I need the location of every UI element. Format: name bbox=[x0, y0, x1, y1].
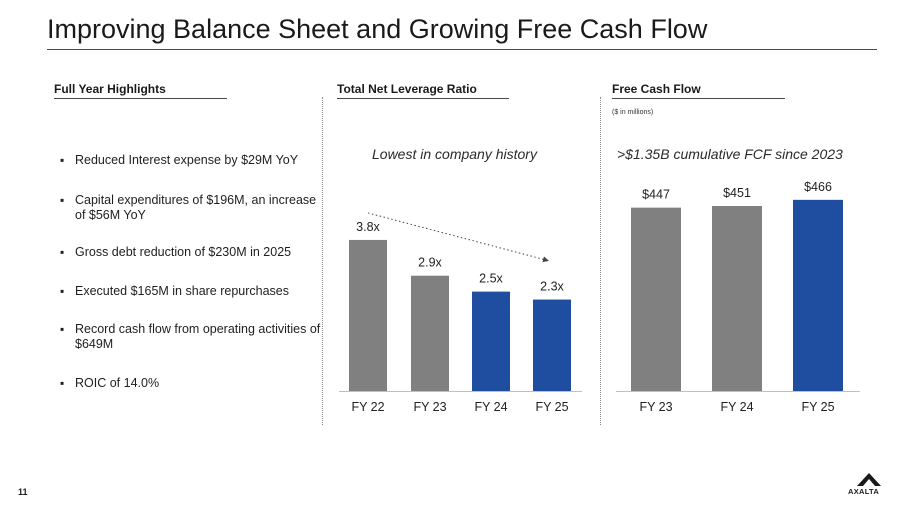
fcf-bar-fy24 bbox=[712, 205, 762, 391]
fcf-data-label: $466 bbox=[804, 180, 832, 194]
leverage-data-label: 2.3x bbox=[540, 280, 564, 294]
bullet-icon: ▪ bbox=[60, 245, 65, 259]
column-divider-right bbox=[600, 97, 601, 425]
page-number: 11 bbox=[18, 487, 28, 497]
highlight-text: ROIC of 14.0% bbox=[75, 376, 160, 390]
highlight-item: ▪ ROIC of 14.0% bbox=[60, 376, 325, 391]
fcf-caption: >$1.35B cumulative FCF since 2023 bbox=[617, 146, 843, 162]
fcf-data-label: $451 bbox=[723, 186, 751, 200]
highlights-heading-rule bbox=[54, 98, 227, 99]
highlight-text: Capital expenditures of $196M, an increa… bbox=[75, 193, 317, 222]
highlight-text: Gross debt reduction of $230M in 2025 bbox=[75, 245, 292, 259]
axalta-logo-icon bbox=[857, 473, 881, 486]
bullet-icon: ▪ bbox=[60, 284, 65, 298]
leverage-data-label: 2.9x bbox=[418, 256, 442, 270]
leverage-heading: Total Net Leverage Ratio bbox=[337, 82, 477, 96]
leverage-bar-fy25 bbox=[533, 299, 571, 391]
leverage-tick-label: FY 22 bbox=[351, 400, 384, 414]
logo-text: AXALTA bbox=[848, 487, 880, 496]
highlight-text: Executed $165M in share repurchases bbox=[75, 284, 290, 298]
fcf-data-label: $447 bbox=[642, 188, 670, 202]
leverage-tick-label: FY 24 bbox=[474, 400, 507, 414]
leverage-caption: Lowest in company history bbox=[372, 146, 537, 162]
fcf-heading: Free Cash Flow bbox=[612, 82, 701, 96]
leverage-heading-rule bbox=[337, 98, 509, 99]
fcf-bar-fy25 bbox=[793, 199, 843, 391]
bullet-icon: ▪ bbox=[60, 376, 65, 390]
fcf-tick-label: FY 25 bbox=[801, 400, 834, 414]
highlight-item: ▪ Reduced Interest expense by $29M YoY bbox=[60, 153, 325, 168]
highlights-heading: Full Year Highlights bbox=[54, 82, 166, 96]
leverage-tick-label: FY 23 bbox=[413, 400, 446, 414]
leverage-data-label: 2.5x bbox=[479, 272, 503, 286]
title-divider bbox=[47, 49, 877, 50]
fcf-bar-fy23 bbox=[631, 207, 681, 391]
page-title: Improving Balance Sheet and Growing Free… bbox=[47, 14, 708, 44]
highlight-item: ▪ Record cash flow from operating activit… bbox=[60, 322, 325, 352]
leverage-data-label: 3.8x bbox=[356, 220, 380, 234]
highlight-text: Reduced Interest expense by $29M YoY bbox=[75, 153, 299, 167]
highlight-item: ▪ Capital expenditures of $196M, an incre… bbox=[60, 193, 325, 223]
leverage-bar-fy24 bbox=[472, 291, 510, 391]
leverage-tick-label: FY 25 bbox=[535, 400, 568, 414]
highlight-text: Record cash flow from operating activiti… bbox=[75, 322, 321, 351]
column-divider-left bbox=[322, 97, 323, 425]
fcf-tick-label: FY 24 bbox=[720, 400, 753, 414]
leverage-bar-fy23 bbox=[411, 275, 449, 391]
fcf-tick-label: FY 23 bbox=[639, 400, 672, 414]
bullet-icon: ▪ bbox=[60, 322, 65, 336]
leverage-trend-arrow bbox=[367, 212, 549, 263]
fcf-heading-rule bbox=[612, 98, 785, 99]
bullet-icon: ▪ bbox=[60, 153, 65, 167]
leverage-bar-fy22 bbox=[349, 239, 387, 391]
highlight-item: ▪ Executed $165M in share repurchases bbox=[60, 284, 325, 299]
fcf-units-note: ($ in millions) bbox=[612, 109, 654, 116]
highlight-item: ▪ Gross debt reduction of $230M in 2025 bbox=[60, 245, 325, 260]
bullet-icon: ▪ bbox=[60, 193, 65, 207]
